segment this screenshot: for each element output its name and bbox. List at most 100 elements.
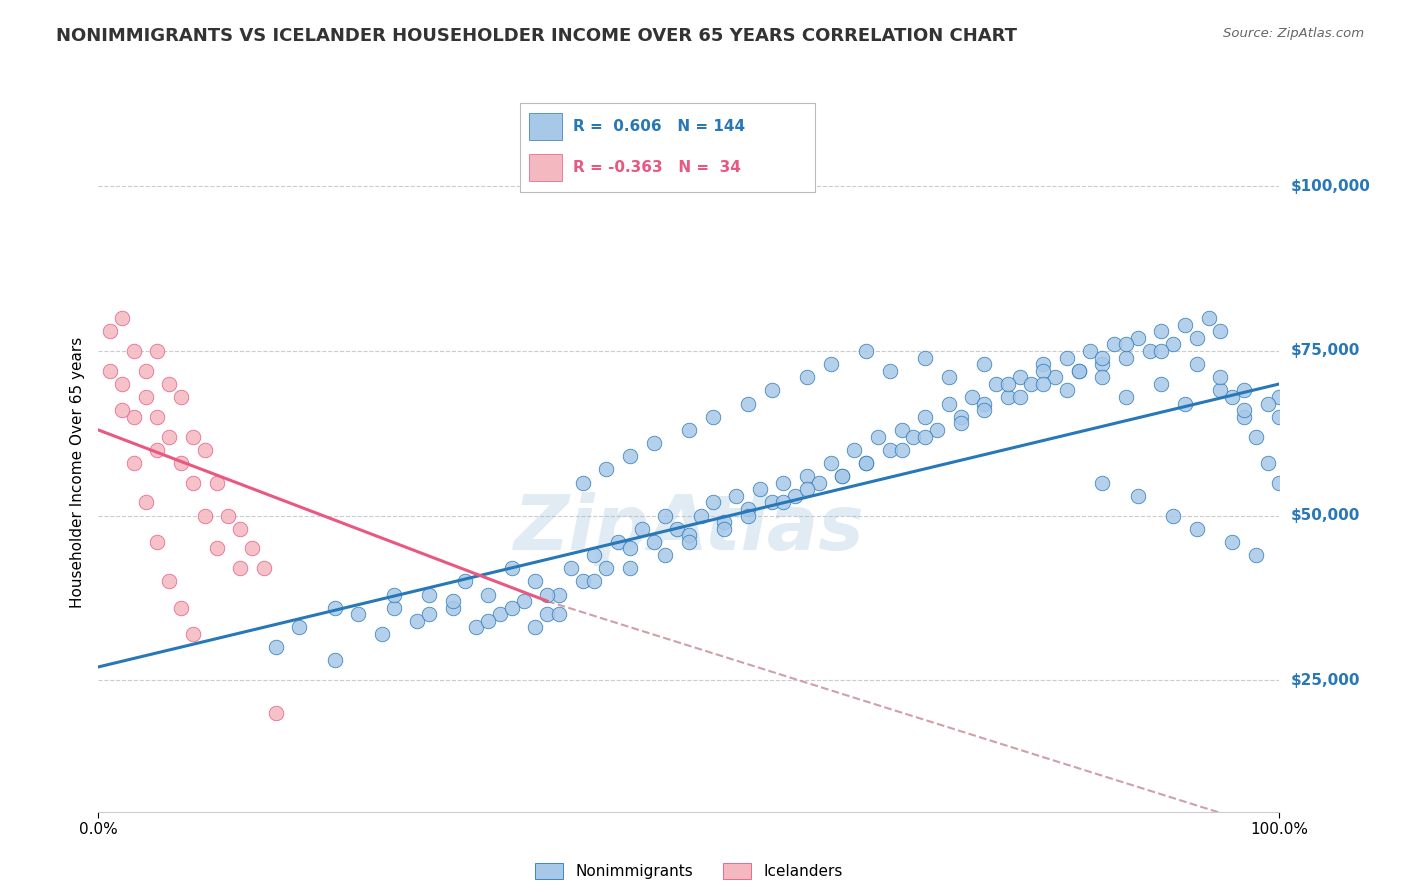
Point [1067, 364, 1090, 378]
Point [949, 409, 972, 424]
Text: R =  0.606   N = 144: R = 0.606 N = 144 [574, 120, 745, 134]
Point [973, 397, 995, 411]
Point [371, 627, 394, 641]
Text: NONIMMIGRANTS VS ICELANDER HOUSEHOLDER INCOME OVER 65 YEARS CORRELATION CHART: NONIMMIGRANTS VS ICELANDER HOUSEHOLDER I… [56, 27, 1017, 45]
Point [1115, 337, 1137, 351]
Point [181, 429, 204, 443]
Legend: Nonimmigrants, Icelanders: Nonimmigrants, Icelanders [529, 857, 849, 886]
Point [654, 508, 676, 523]
Text: Source: ZipAtlas.com: Source: ZipAtlas.com [1223, 27, 1364, 40]
Point [560, 561, 582, 575]
Point [713, 522, 735, 536]
Point [702, 495, 724, 509]
Point [1257, 456, 1279, 470]
Point [796, 469, 818, 483]
Text: $25,000: $25,000 [1291, 673, 1360, 688]
Point [288, 620, 311, 634]
Point [1032, 376, 1054, 391]
Point [914, 429, 936, 443]
Point [122, 343, 145, 358]
Point [1056, 351, 1078, 365]
Point [98, 324, 121, 338]
Point [984, 376, 1007, 391]
Point [1185, 331, 1208, 345]
Point [111, 376, 134, 391]
Point [914, 351, 936, 365]
Point [1220, 390, 1243, 404]
Point [571, 574, 593, 589]
Point [702, 409, 724, 424]
Point [194, 508, 217, 523]
Point [1220, 534, 1243, 549]
Point [761, 495, 783, 509]
Point [1102, 337, 1125, 351]
Point [583, 548, 606, 562]
Point [630, 522, 652, 536]
Point [382, 588, 405, 602]
Point [844, 442, 866, 457]
Point [135, 390, 157, 404]
Point [583, 574, 606, 589]
Point [205, 541, 228, 556]
Text: R = -0.363   N =  34: R = -0.363 N = 34 [574, 161, 741, 175]
Point [855, 456, 877, 470]
Point [465, 620, 488, 634]
Point [501, 561, 523, 575]
Point [595, 561, 617, 575]
Point [938, 397, 960, 411]
Point [678, 534, 700, 549]
Point [1233, 409, 1256, 424]
Point [536, 588, 558, 602]
Point [347, 607, 370, 622]
Point [146, 442, 169, 457]
Point [1244, 429, 1267, 443]
Point [772, 495, 794, 509]
Point [1174, 318, 1197, 332]
Point [807, 475, 830, 490]
Point [1150, 376, 1173, 391]
Point [1115, 390, 1137, 404]
Point [866, 429, 889, 443]
Point [879, 364, 901, 378]
Point [323, 600, 346, 615]
Point [1198, 311, 1220, 326]
Text: $75,000: $75,000 [1291, 343, 1360, 359]
Point [619, 541, 641, 556]
Bar [529, 113, 561, 140]
Point [678, 423, 700, 437]
Point [146, 409, 169, 424]
Point [796, 482, 818, 496]
Point [1032, 357, 1054, 371]
Y-axis label: Householder Income Over 65 years: Householder Income Over 65 years [69, 337, 84, 608]
Point [170, 456, 193, 470]
Point [890, 423, 912, 437]
Point [441, 594, 464, 608]
Point [654, 548, 676, 562]
Point [264, 640, 287, 655]
Point [477, 614, 499, 628]
Point [737, 397, 759, 411]
Point [689, 508, 711, 523]
Point [205, 475, 228, 490]
Point [879, 442, 901, 457]
Point [855, 343, 877, 358]
Point [111, 311, 134, 326]
Point [157, 429, 180, 443]
Point [914, 409, 936, 424]
Point [678, 528, 700, 542]
Point [146, 534, 169, 549]
Point [1161, 508, 1184, 523]
Point [1139, 343, 1161, 358]
Point [785, 489, 807, 503]
Point [997, 376, 1019, 391]
Point [1161, 337, 1184, 351]
Text: $50,000: $50,000 [1291, 508, 1360, 523]
Point [1126, 489, 1149, 503]
Point [820, 456, 842, 470]
Point [748, 482, 770, 496]
Point [536, 607, 558, 622]
Point [253, 561, 276, 575]
Text: ZipAtlas: ZipAtlas [513, 491, 865, 566]
Point [1091, 357, 1114, 371]
Point [831, 469, 853, 483]
